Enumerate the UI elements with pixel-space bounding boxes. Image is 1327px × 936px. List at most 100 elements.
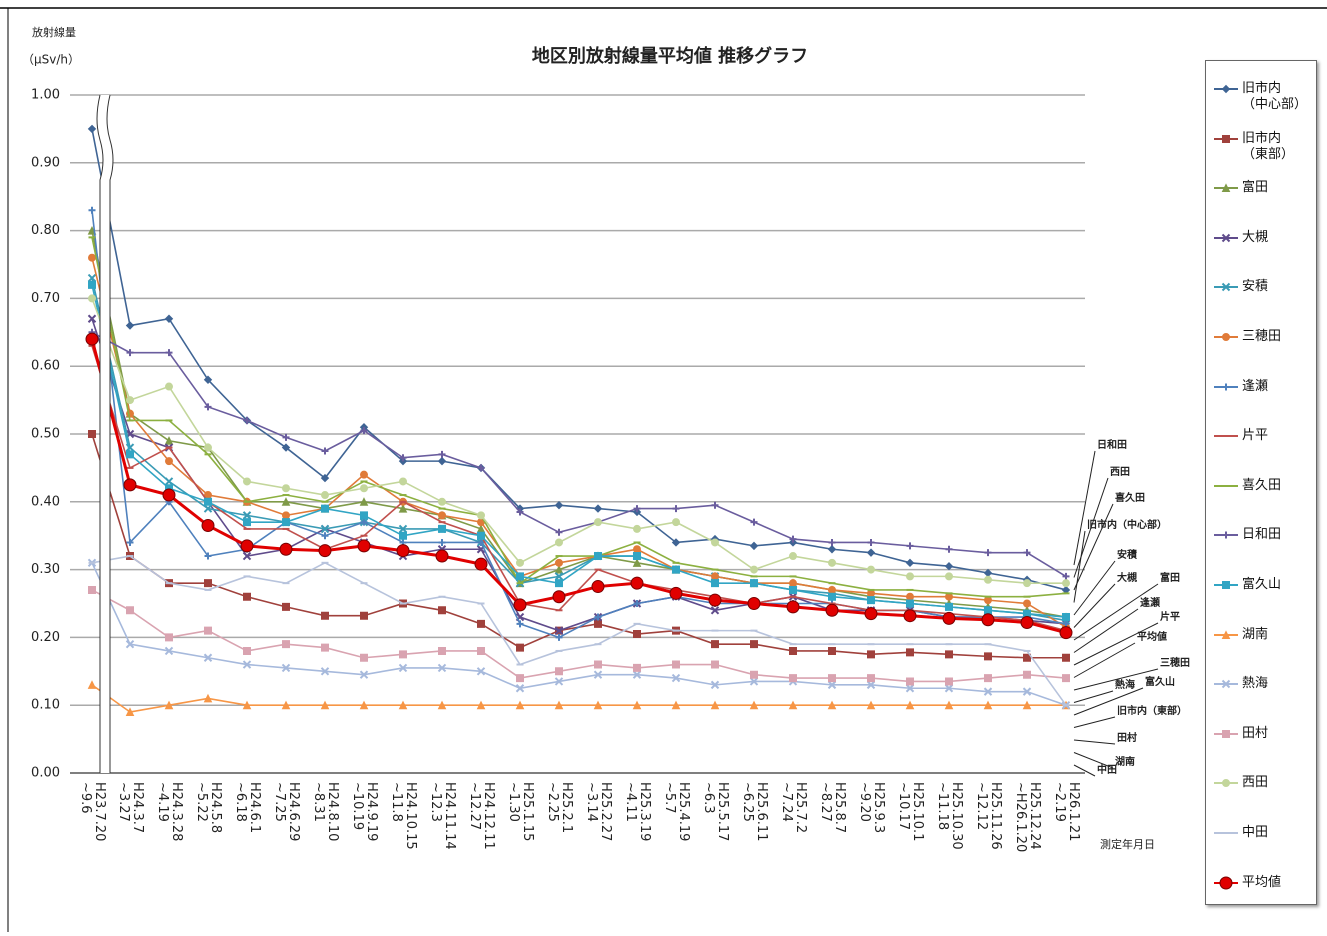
data-point <box>320 700 330 710</box>
data-point <box>88 280 96 289</box>
data-point <box>866 548 876 557</box>
legend-marker <box>1214 876 1238 890</box>
data-point <box>828 538 836 546</box>
data-point <box>828 674 836 683</box>
data-point <box>240 539 254 553</box>
data-point <box>282 602 290 611</box>
data-point <box>905 700 915 710</box>
data-point <box>126 396 135 405</box>
x-tick-label: H25.8.7 ~8.27 <box>818 782 847 834</box>
x-tick-label: H25.3.19 ~4.11 <box>623 782 652 842</box>
callout-arrow <box>1073 560 1116 616</box>
series-line <box>91 128 1067 591</box>
data-point <box>435 549 449 563</box>
data-point <box>1022 687 1032 696</box>
data-point <box>360 511 368 520</box>
legend-marker <box>1214 233 1238 243</box>
data-point <box>906 572 915 581</box>
data-point <box>203 504 213 513</box>
data-point <box>671 673 681 683</box>
data-point <box>555 667 563 676</box>
data-point <box>594 552 602 561</box>
data-point <box>88 294 97 303</box>
data-point <box>242 660 252 669</box>
data-point <box>321 491 330 500</box>
data-point <box>125 639 135 649</box>
x-tick-label: H24.10.15 ~11.8 <box>389 782 418 850</box>
callout-label: 逢瀬 <box>1140 596 1160 609</box>
data-point <box>399 477 408 486</box>
data-point <box>711 579 719 588</box>
chart-title: 地区別放射線量平均値 推移グラフ <box>532 45 808 67</box>
data-point <box>438 606 446 615</box>
legend-item: 大槻 <box>1212 230 1268 246</box>
data-point <box>944 700 954 710</box>
data-point <box>984 674 992 683</box>
data-point <box>204 552 212 560</box>
legend-marker <box>1214 832 1238 834</box>
data-point <box>165 382 174 391</box>
data-point <box>554 677 564 686</box>
data-point <box>282 511 291 520</box>
data-point <box>203 693 213 703</box>
series-line <box>91 345 1067 632</box>
data-point <box>630 576 644 590</box>
data-point <box>711 501 719 509</box>
data-point <box>125 321 135 330</box>
callout-arrow <box>1073 716 1116 728</box>
legend-symbol <box>1222 333 1231 341</box>
data-point <box>749 700 759 710</box>
x-tick-label: H25.2.1 ~2.25 <box>545 782 574 834</box>
legend-label: 中田 <box>1242 825 1269 840</box>
data-point <box>438 497 447 506</box>
data-point <box>87 273 97 283</box>
x-tick-label: H26.1.21 ~2.19 <box>1052 782 1081 842</box>
data-point <box>867 538 875 546</box>
data-point <box>633 524 642 533</box>
data-point <box>242 511 252 520</box>
x-tick-label: H25.10.1 ~10.17 <box>896 782 925 842</box>
legend-symbol <box>1221 233 1231 243</box>
data-point <box>242 551 252 561</box>
x-tick-label: H24.5.8 ~5.22 <box>194 782 223 834</box>
data-point <box>515 684 525 693</box>
data-point <box>945 602 953 611</box>
data-point <box>282 640 290 649</box>
legend-item: 富田 <box>1212 180 1268 196</box>
data-point <box>515 700 525 710</box>
data-point <box>942 611 956 625</box>
data-point <box>164 646 174 656</box>
y-tick-label: 0.80 <box>31 223 60 238</box>
data-point <box>1020 615 1034 629</box>
data-point <box>555 538 564 547</box>
legend-item: 喜久田 <box>1212 478 1281 494</box>
data-point <box>984 606 992 615</box>
legend-marker <box>1214 779 1238 788</box>
callout-label: 田村 <box>1117 731 1137 744</box>
y-tick-label: 0.30 <box>31 562 60 577</box>
data-point <box>905 558 915 568</box>
data-point <box>1062 579 1071 588</box>
data-point <box>282 518 290 527</box>
data-point <box>477 511 486 520</box>
legend-marker <box>1214 435 1238 438</box>
callout-arrow <box>1073 450 1096 566</box>
data-point <box>398 663 408 673</box>
data-point <box>594 518 603 527</box>
data-point <box>983 687 993 696</box>
data-point <box>321 532 329 540</box>
callout-label: 安積 <box>1117 548 1138 561</box>
data-point <box>359 497 369 506</box>
x-tick-label: H25.9.3 ~9.20 <box>857 782 886 834</box>
data-point <box>789 674 797 683</box>
data-point <box>710 680 720 690</box>
data-point <box>438 511 447 520</box>
legend-marker <box>1214 531 1238 539</box>
data-point <box>438 646 446 655</box>
y-tick-label: 0.60 <box>31 359 60 374</box>
data-point <box>828 585 837 594</box>
data-point <box>399 531 407 540</box>
callout-label: 片平 <box>1160 610 1180 623</box>
data-point <box>944 684 954 693</box>
